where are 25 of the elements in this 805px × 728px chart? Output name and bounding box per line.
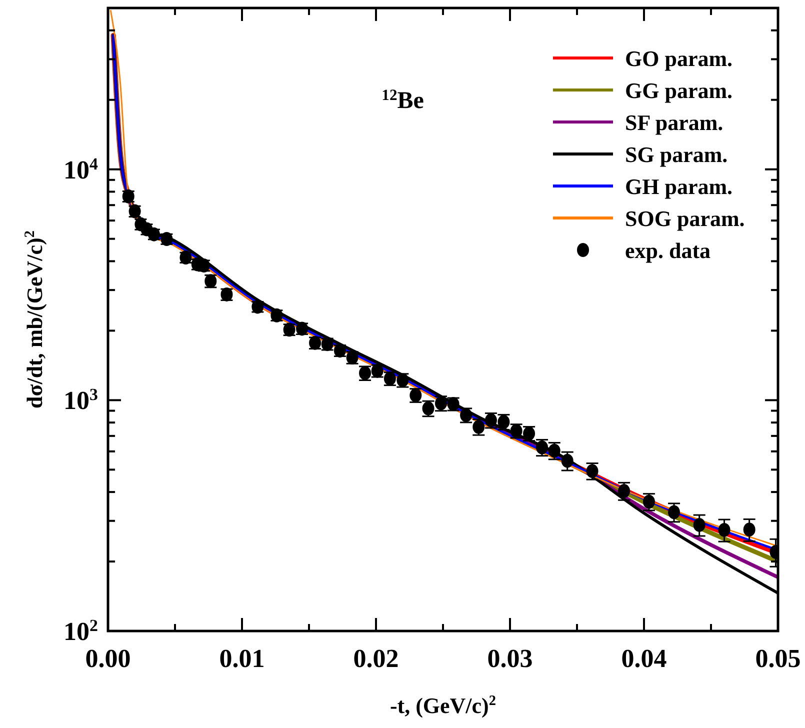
y-tick-label: 10$^{4}$ (64, 154, 99, 184)
y-tick-label: 10$^{3}$ (64, 384, 98, 416)
legend-label: exp. data (625, 238, 711, 263)
legend-label: SOG param. (625, 206, 745, 231)
legend-label: SG param. (625, 142, 728, 167)
point (618, 484, 630, 498)
x-axis-title: -t, (GeV/c)$^{2}$ (390, 693, 496, 718)
point (718, 522, 730, 537)
legend-label: GH param. (625, 174, 733, 199)
x-tick-label: 0.03 (487, 644, 533, 673)
x-tick-label: 0.00 (85, 644, 131, 673)
point (642, 494, 655, 509)
point (668, 505, 680, 520)
legend-label: SF param. (625, 110, 724, 135)
y-tick-label: 10$^{2}$ (64, 616, 98, 646)
point (743, 522, 756, 537)
x-tick-label: 0.02 (353, 644, 399, 673)
legend-label: GO param. (625, 46, 733, 71)
x-tick-label: 0.01 (219, 644, 265, 673)
point (693, 518, 706, 532)
point (561, 454, 574, 468)
annotation: $^{12}$Be (382, 86, 424, 114)
legend-label: GG param. (625, 78, 733, 103)
x-tick-label: 0.04 (621, 644, 667, 673)
x-tick-label: 0.05 (755, 644, 801, 673)
